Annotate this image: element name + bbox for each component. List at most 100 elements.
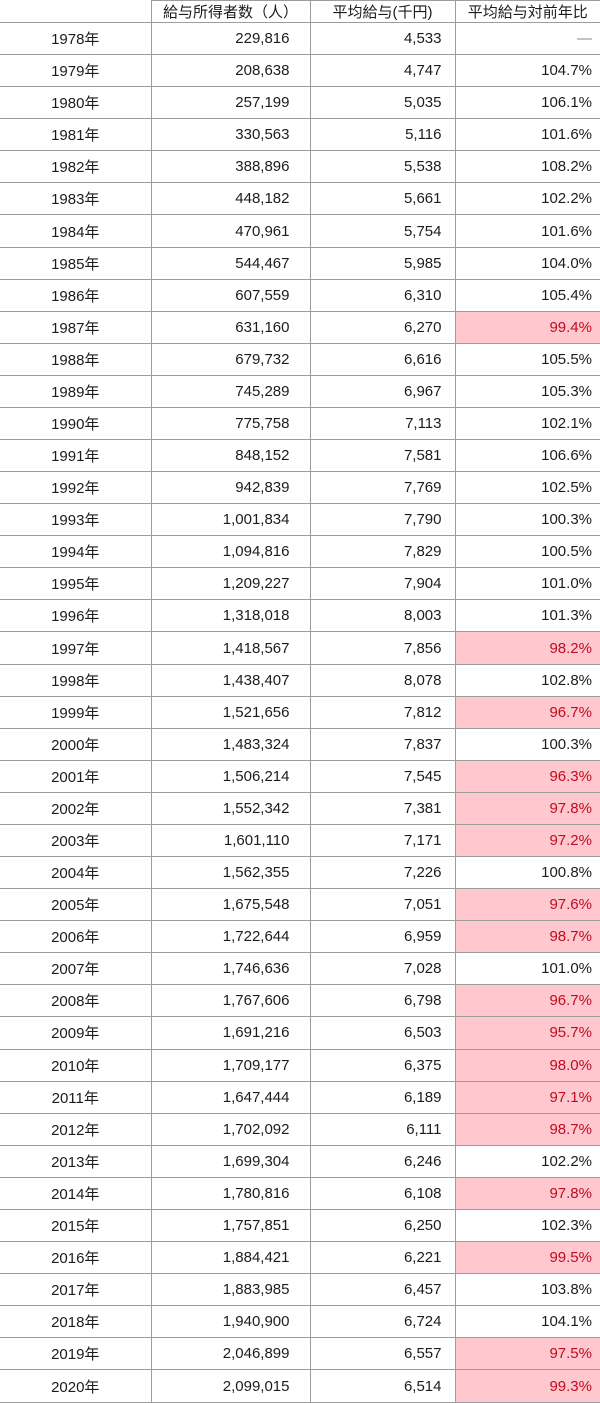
- avg-salary-cell: 6,221: [309, 1240, 456, 1275]
- table-row: 2017年 1,883,985 6,457 103.8%: [0, 1273, 600, 1307]
- earners-cell: 1,552,342: [150, 791, 311, 825]
- avg-salary-cell: 6,514: [309, 1369, 456, 1403]
- earners-cell: 848,152: [150, 439, 311, 473]
- avg-salary-cell: 7,545: [309, 759, 456, 793]
- avg-salary-cell: 6,724: [309, 1305, 456, 1339]
- yoy-cell: 105.5%: [454, 342, 600, 376]
- table-row: 1980年 257,199 5,035 106.1%: [0, 86, 600, 120]
- yoy-cell: 101.0%: [454, 567, 600, 601]
- yoy-cell: 98.0%: [454, 1048, 600, 1082]
- avg-salary-cell: 6,967: [309, 374, 456, 408]
- avg-salary-cell: 6,959: [309, 920, 456, 954]
- table-row: 2005年 1,675,548 7,051 97.6%: [0, 888, 600, 922]
- avg-salary-cell: 7,837: [309, 727, 456, 761]
- year-cell: 2016年: [0, 1240, 152, 1275]
- avg-salary-cell: 7,904: [309, 567, 456, 601]
- year-cell: 2019年: [0, 1337, 152, 1371]
- year-cell: 2017年: [0, 1273, 152, 1307]
- avg-salary-cell: 6,557: [309, 1337, 456, 1371]
- yoy-cell: 106.6%: [454, 439, 600, 473]
- header-earners: 給与所得者数（人）: [150, 0, 311, 23]
- avg-salary-cell: 6,270: [309, 310, 456, 344]
- avg-salary-cell: 5,661: [309, 182, 456, 216]
- yoy-cell: 100.5%: [454, 535, 600, 569]
- earners-cell: 1,601,110: [150, 823, 311, 858]
- year-cell: 2007年: [0, 952, 152, 986]
- year-cell: 2014年: [0, 1176, 152, 1210]
- avg-salary-cell: 6,375: [309, 1048, 456, 1082]
- earners-cell: 679,732: [150, 342, 311, 376]
- earners-cell: 1,094,816: [150, 535, 311, 569]
- yoy-dash-cell: ―: [454, 21, 600, 56]
- table-row: 1982年 388,896 5,538 108.2%: [0, 150, 600, 184]
- year-cell: 2005年: [0, 888, 152, 922]
- table-row: 1989年 745,289 6,967 105.3%: [0, 374, 600, 408]
- yoy-cell: 96.7%: [454, 984, 600, 1018]
- table-row: 1999年 1,521,656 7,812 96.7%: [0, 695, 600, 729]
- year-cell: 1978年: [0, 21, 152, 56]
- yoy-cell: 102.2%: [454, 182, 600, 216]
- table-row: 2009年 1,691,216 6,503 95.7%: [0, 1016, 600, 1050]
- header-yoy: 平均給与対前年比: [454, 0, 600, 23]
- avg-salary-cell: 6,108: [309, 1176, 456, 1210]
- avg-salary-cell: 8,078: [309, 663, 456, 697]
- earners-cell: 1,562,355: [150, 856, 311, 890]
- yoy-cell: 100.8%: [454, 856, 600, 890]
- table-row: 2010年 1,709,177 6,375 98.0%: [0, 1048, 600, 1082]
- header-row: 給与所得者数（人） 平均給与(千円) 平均給与対前年比: [0, 0, 600, 23]
- earners-cell: 631,160: [150, 310, 311, 344]
- earners-cell: 1,746,636: [150, 952, 311, 986]
- yoy-cell: 100.3%: [454, 727, 600, 761]
- yoy-cell: 99.5%: [454, 1240, 600, 1275]
- avg-salary-cell: 6,246: [309, 1144, 456, 1178]
- table-row: 1979年 208,638 4,747 104.7%: [0, 54, 600, 88]
- year-cell: 2012年: [0, 1112, 152, 1146]
- year-cell: 1981年: [0, 118, 152, 152]
- yoy-cell: 97.8%: [454, 791, 600, 825]
- earners-cell: 942,839: [150, 471, 311, 505]
- earners-cell: 1,702,092: [150, 1112, 311, 1146]
- table-row: 2013年 1,699,304 6,246 102.2%: [0, 1144, 600, 1178]
- year-cell: 1997年: [0, 631, 152, 665]
- earners-cell: 470,961: [150, 214, 311, 248]
- earners-cell: 388,896: [150, 150, 311, 184]
- earners-cell: 544,467: [150, 246, 311, 280]
- table-row: 1978年 229,816 4,533 ―: [0, 21, 600, 56]
- earners-cell: 1,780,816: [150, 1176, 311, 1210]
- avg-salary-cell: 7,769: [309, 471, 456, 505]
- earners-cell: 745,289: [150, 374, 311, 408]
- avg-salary-cell: 7,028: [309, 952, 456, 986]
- avg-salary-cell: 7,171: [309, 823, 456, 858]
- year-cell: 2003年: [0, 823, 152, 858]
- earners-cell: 1,699,304: [150, 1144, 311, 1178]
- year-cell: 1992年: [0, 471, 152, 505]
- earners-cell: 2,099,015: [150, 1369, 311, 1403]
- year-cell: 1982年: [0, 150, 152, 184]
- avg-salary-cell: 6,798: [309, 984, 456, 1018]
- yoy-cell: 95.7%: [454, 1016, 600, 1050]
- yoy-cell: 104.1%: [454, 1305, 600, 1339]
- table-row: 2004年 1,562,355 7,226 100.8%: [0, 856, 600, 890]
- year-cell: 1996年: [0, 599, 152, 633]
- table-row: 2002年 1,552,342 7,381 97.8%: [0, 791, 600, 825]
- year-cell: 1990年: [0, 406, 152, 441]
- table-row: 2003年 1,601,110 7,171 97.2%: [0, 823, 600, 858]
- earners-cell: 1,483,324: [150, 727, 311, 761]
- earners-cell: 229,816: [150, 21, 311, 56]
- yoy-cell: 101.6%: [454, 214, 600, 248]
- yoy-cell: 104.7%: [454, 54, 600, 88]
- earners-cell: 1,675,548: [150, 888, 311, 922]
- earners-cell: 1,506,214: [150, 759, 311, 793]
- earners-cell: 1,318,018: [150, 599, 311, 633]
- earners-cell: 1,757,851: [150, 1208, 311, 1242]
- year-cell: 1994年: [0, 535, 152, 569]
- table-row: 2014年 1,780,816 6,108 97.8%: [0, 1176, 600, 1210]
- year-cell: 2011年: [0, 1080, 152, 1114]
- table-row: 1995年 1,209,227 7,904 101.0%: [0, 567, 600, 601]
- yoy-cell: 102.5%: [454, 471, 600, 505]
- table-row: 1985年 544,467 5,985 104.0%: [0, 246, 600, 280]
- year-cell: 1991年: [0, 439, 152, 473]
- earners-cell: 1,438,407: [150, 663, 311, 697]
- table-row: 1991年 848,152 7,581 106.6%: [0, 439, 600, 473]
